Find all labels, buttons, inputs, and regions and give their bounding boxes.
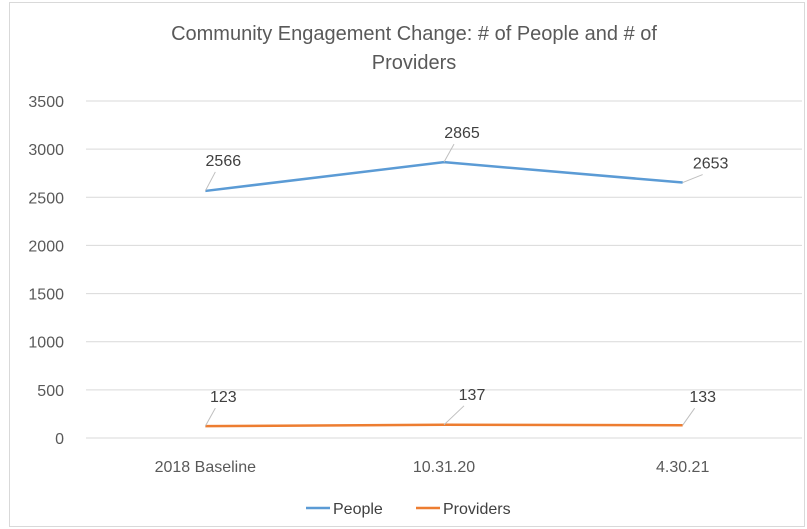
- x-axis-tick-labels: 2018 Baseline 10.31.20 4.30.21: [155, 459, 710, 476]
- data-label: 123: [210, 389, 237, 406]
- data-labels: 2566 2865 2653 123 137 133: [204, 125, 729, 427]
- y-tick-label: 2000: [28, 238, 64, 255]
- series-line-providers: [205, 423, 683, 428]
- data-label: 2566: [206, 153, 242, 170]
- leader-line: [204, 171, 216, 192]
- x-tick-label: 10.31.20: [413, 459, 475, 476]
- y-tick-label: 1500: [28, 287, 64, 304]
- y-tick-label: 0: [55, 431, 64, 448]
- chart-title-line-2: Providers: [372, 52, 456, 74]
- legend: People Providers: [306, 501, 511, 518]
- data-label: 2865: [444, 125, 480, 142]
- legend-label-people: People: [333, 501, 383, 518]
- data-label: 137: [459, 387, 486, 404]
- chart-title-line-1: Community Engagement Change: # of People…: [171, 23, 657, 45]
- leader-line: [682, 407, 696, 426]
- y-tick-label: 1000: [28, 335, 64, 352]
- y-tick-label: 3000: [28, 142, 64, 159]
- data-label: 133: [689, 389, 716, 406]
- x-tick-label: 2018 Baseline: [155, 459, 257, 476]
- x-tick-label: 4.30.21: [656, 459, 709, 476]
- y-tick-label: 2500: [28, 190, 64, 207]
- data-label: 2653: [693, 156, 729, 173]
- y-tick-label: 500: [37, 383, 64, 400]
- series-line-people: [205, 160, 683, 193]
- leader-line: [443, 405, 465, 426]
- series-lines: [205, 160, 683, 428]
- leader-line: [682, 174, 703, 184]
- leader-line: [204, 407, 216, 427]
- legend-label-providers: Providers: [443, 501, 511, 518]
- y-tick-label: 3500: [28, 94, 64, 111]
- gridlines: [86, 100, 802, 439]
- y-axis-tick-labels: 0 500 1000 1500 2000 2500 3000 3500: [28, 94, 64, 448]
- chart-frame: [9, 2, 805, 527]
- leader-line: [443, 143, 455, 163]
